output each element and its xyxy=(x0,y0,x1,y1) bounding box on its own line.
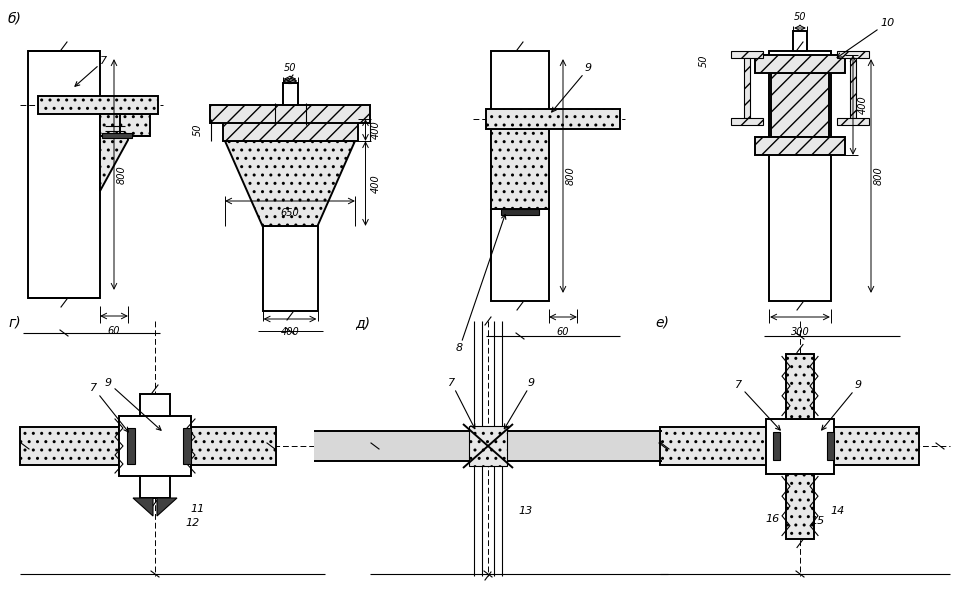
Text: 50: 50 xyxy=(794,12,806,22)
Bar xyxy=(837,118,869,125)
Bar xyxy=(786,473,814,539)
Bar xyxy=(793,31,807,51)
Bar xyxy=(491,51,549,301)
Text: 7: 7 xyxy=(448,378,474,428)
Text: 300: 300 xyxy=(790,327,810,337)
Text: 8: 8 xyxy=(456,215,505,353)
Text: 11: 11 xyxy=(190,504,204,514)
Bar xyxy=(755,137,845,155)
Bar xyxy=(771,73,829,137)
Bar xyxy=(769,51,831,301)
Bar xyxy=(755,55,845,73)
Text: 9: 9 xyxy=(821,380,862,430)
Text: 15: 15 xyxy=(810,516,824,526)
Bar xyxy=(491,129,549,209)
Bar xyxy=(127,428,135,464)
Text: 50: 50 xyxy=(192,124,202,136)
Text: 60: 60 xyxy=(557,327,570,337)
Text: 400: 400 xyxy=(281,327,299,337)
Bar xyxy=(502,431,662,461)
Text: г): г) xyxy=(8,316,20,330)
Text: 14: 14 xyxy=(830,506,845,516)
Text: 50: 50 xyxy=(284,63,296,73)
Bar xyxy=(102,133,132,138)
Bar xyxy=(660,427,766,465)
Polygon shape xyxy=(133,498,153,516)
Text: 9: 9 xyxy=(105,378,161,430)
Bar xyxy=(140,476,170,498)
Bar xyxy=(501,209,539,215)
Polygon shape xyxy=(225,141,355,226)
Bar xyxy=(191,427,276,465)
Text: 16: 16 xyxy=(765,514,780,524)
Text: 800: 800 xyxy=(566,167,576,185)
Bar xyxy=(20,427,119,465)
Text: 400: 400 xyxy=(370,121,380,139)
Bar xyxy=(119,416,191,476)
Polygon shape xyxy=(157,498,177,516)
Bar xyxy=(731,51,763,58)
Bar xyxy=(850,58,856,118)
Bar xyxy=(283,83,297,105)
Bar xyxy=(766,419,834,473)
Text: 9: 9 xyxy=(552,63,592,112)
Bar xyxy=(223,119,358,141)
Text: 9: 9 xyxy=(504,378,536,428)
Polygon shape xyxy=(100,114,150,191)
Text: е): е) xyxy=(655,316,669,330)
Bar xyxy=(262,226,318,311)
Bar xyxy=(834,427,919,465)
Bar xyxy=(140,394,170,416)
Text: 650: 650 xyxy=(281,208,299,218)
Text: 400: 400 xyxy=(858,96,868,115)
Bar xyxy=(827,432,834,460)
Text: 800: 800 xyxy=(117,165,127,184)
Text: 7: 7 xyxy=(90,383,128,432)
Bar xyxy=(773,432,780,460)
Bar xyxy=(28,51,100,298)
Bar xyxy=(314,431,474,461)
Bar xyxy=(731,118,763,125)
Text: 12: 12 xyxy=(185,518,199,528)
Text: 50: 50 xyxy=(699,55,709,67)
Text: б): б) xyxy=(8,11,22,25)
Bar xyxy=(183,428,191,464)
Text: 7: 7 xyxy=(735,380,781,430)
Bar xyxy=(786,353,814,419)
Bar xyxy=(469,426,507,466)
Text: 10: 10 xyxy=(837,18,894,58)
Bar xyxy=(38,96,158,114)
Text: 7: 7 xyxy=(75,56,107,86)
Text: 60: 60 xyxy=(108,326,121,336)
Text: 13: 13 xyxy=(518,506,533,516)
Bar xyxy=(837,51,869,58)
Bar xyxy=(486,109,620,129)
Text: 800: 800 xyxy=(874,167,884,185)
Text: 400: 400 xyxy=(370,174,380,193)
Bar xyxy=(100,114,120,136)
Text: д): д) xyxy=(355,316,370,330)
Polygon shape xyxy=(491,129,534,209)
Bar xyxy=(744,58,750,118)
Bar xyxy=(210,105,370,123)
